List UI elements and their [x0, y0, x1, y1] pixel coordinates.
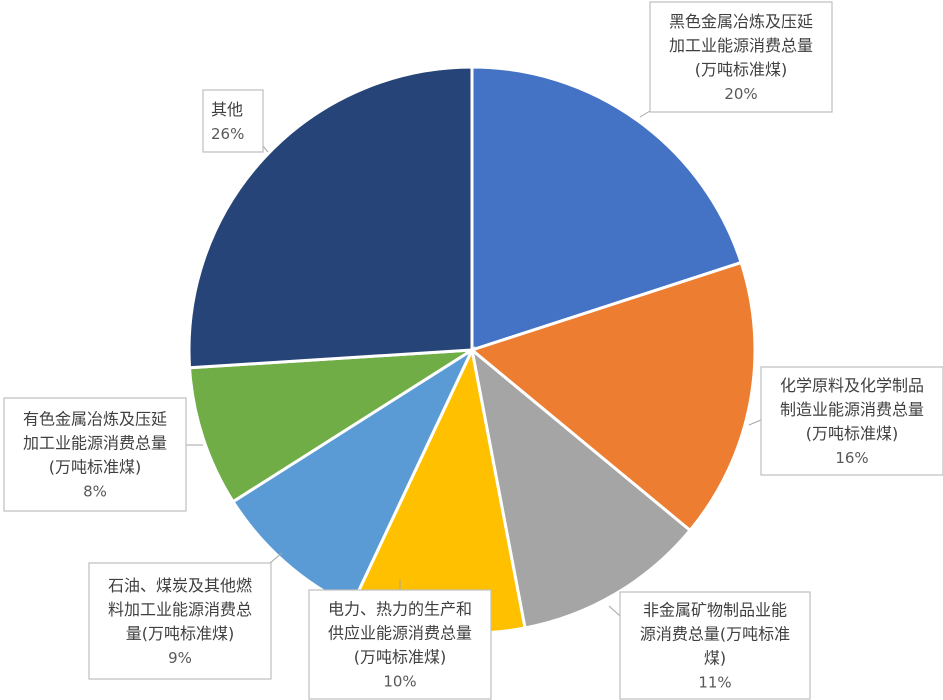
- pie-slice-1: [470, 65, 744, 353]
- slice-category-label: 有色金属冶炼及压延: [23, 410, 167, 429]
- label-box: [649, 1, 833, 113]
- slice-category-label: 加工业能源消费总量: [23, 434, 167, 453]
- slice-percent: 26%: [211, 125, 244, 143]
- slice-percent: 8%: [83, 483, 107, 501]
- label-box: [619, 591, 811, 700]
- data-labels: 黑色金属冶炼及压延加工业能源消费总量(万吨标准煤)20%化学原料及化学制品制造业…: [3, 1, 943, 700]
- slice-category-label: (万吨标准煤): [806, 424, 899, 443]
- slice-category-label: 料加工业能源消费总: [108, 600, 252, 619]
- slice-category-label: 非金属矿物制品业能: [643, 601, 787, 620]
- slice-percent: 11%: [698, 674, 731, 692]
- slice-percent: 20%: [724, 85, 757, 103]
- slice-category-label: (万吨标准煤): [49, 458, 142, 477]
- data-label-7: 其他 26%: [202, 89, 264, 153]
- slice-category-label: 石油、煤炭及其他燃: [108, 576, 252, 595]
- slice-category-label: 黑色金属冶炼及压延: [669, 12, 813, 31]
- pie-slice-3: [469, 346, 693, 630]
- slice-category-label: 煤): [704, 649, 726, 668]
- leader-line-5: [269, 552, 283, 564]
- slice-category-label: 制造业能源消费总量: [780, 400, 924, 419]
- slice-category-label: 其他: [211, 100, 243, 119]
- slice-percent: 16%: [835, 449, 868, 467]
- slice-category-label: 量(万吨标准煤): [126, 624, 235, 643]
- slice-category-label: 化学原料及化学制品: [780, 376, 924, 395]
- pie-slice-6: [187, 348, 473, 504]
- slice-category-label: 电力、热力的生产和: [328, 600, 472, 619]
- slice-category-label: (万吨标准煤): [695, 60, 788, 79]
- slice-category-label: (万吨标准煤): [354, 648, 447, 667]
- leader-line-2: [748, 419, 762, 426]
- pie-slice-2: [468, 260, 757, 533]
- leader-line-3: [608, 605, 621, 617]
- label-box: [308, 589, 492, 700]
- label-box: [760, 366, 943, 476]
- pie-slice-7: [187, 65, 474, 370]
- label-box: [3, 397, 187, 512]
- label-box: [88, 562, 272, 680]
- leader-lines: [186, 110, 762, 617]
- label-box: [202, 89, 264, 153]
- slice-category-label: 供应业能源消费总量: [328, 624, 472, 643]
- slice-percent: 10%: [383, 673, 416, 691]
- slice-category-label: 加工业能源消费总量: [669, 36, 813, 55]
- leader-line-1: [639, 110, 651, 118]
- pie-slices: [187, 65, 757, 635]
- slice-category-label: 源消费总量(万吨标准: [640, 625, 790, 644]
- slice-percent: 9%: [168, 649, 192, 667]
